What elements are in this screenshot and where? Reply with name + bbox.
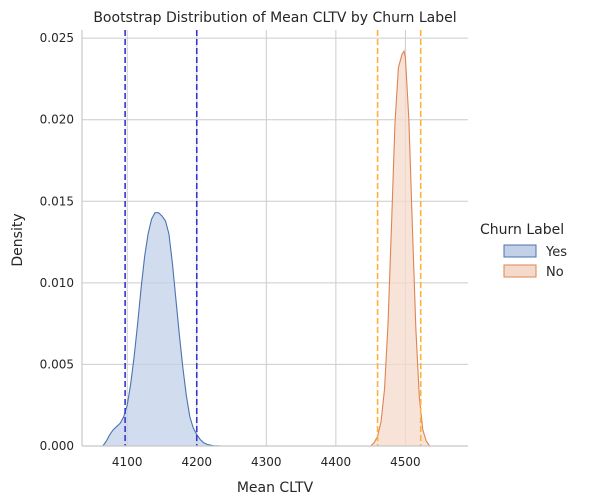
y-tick-label-3: 0.015 [40, 194, 74, 208]
x-tick-label-1: 4200 [181, 455, 212, 469]
density-line-yes [102, 212, 222, 447]
density-fill-yes [102, 212, 222, 446]
y-tick-label-4: 0.020 [40, 113, 74, 127]
x-tick-label-2: 4300 [251, 455, 282, 469]
y-tick-label-0: 0.000 [40, 439, 74, 453]
y-axis-label: Density [10, 213, 26, 266]
x-tick-labels: 4100 4200 4300 4400 4500 [112, 455, 421, 469]
density-line-no [370, 49, 431, 447]
density-areas [102, 49, 431, 447]
y-tick-label-5: 0.025 [40, 31, 74, 45]
x-tick-label-4: 4500 [390, 455, 421, 469]
x-tick-label-0: 4100 [112, 455, 143, 469]
chart-title: Bootstrap Distribution of Mean CLTV by C… [93, 10, 456, 26]
legend-swatch-no [503, 264, 537, 278]
y-tick-label-1: 0.005 [40, 357, 74, 371]
interval-lines [124, 30, 422, 446]
x-axis-label: Mean CLTV [237, 480, 314, 496]
density-fill-no [370, 51, 430, 447]
legend-label-no: No [546, 265, 564, 280]
legend-label-yes: Yes [545, 245, 567, 260]
axes [81, 30, 468, 447]
legend-swatch-yes [503, 244, 537, 258]
legend-title: Churn Label [480, 222, 564, 238]
x-tick-label-3: 4400 [321, 455, 352, 469]
legend: Churn Label Yes No [480, 222, 567, 280]
y-tick-labels: 0.000 0.005 0.010 0.015 0.020 0.025 [40, 31, 74, 453]
y-tick-label-2: 0.010 [40, 276, 74, 290]
